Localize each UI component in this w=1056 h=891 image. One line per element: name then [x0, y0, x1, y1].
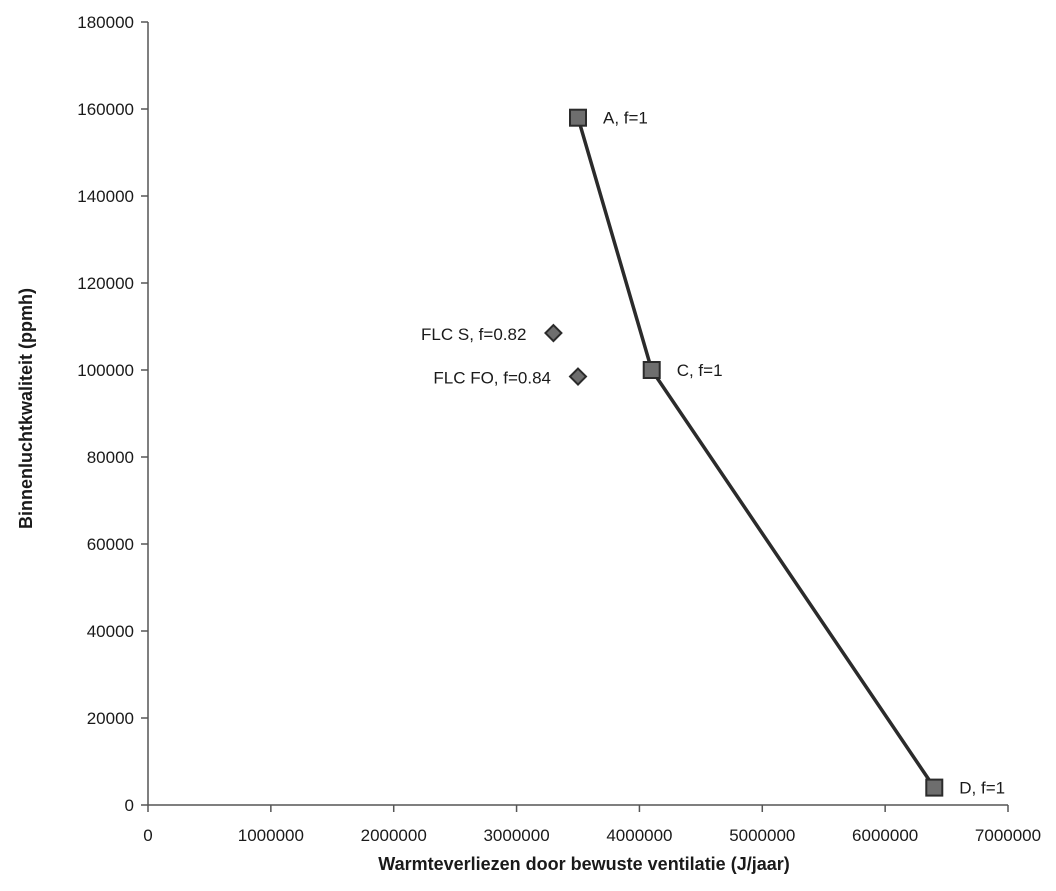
- diamond-marker: [544, 323, 563, 343]
- point-label: FLC S, f=0.82: [421, 325, 526, 344]
- axes: 0 20000 40000 60000 80000 100000 120000 140000 1…: [77, 13, 1041, 845]
- point-label: A, f=1: [603, 109, 648, 128]
- y-axis-title: Binnenluchtkwaliteit (ppmh): [16, 288, 36, 529]
- y-axis-ticks: 0 20000 40000 60000 80000 100000 120000 140000 1…: [77, 13, 148, 815]
- y-tick-label: 180000: [77, 13, 134, 32]
- diamond-marker: [568, 367, 588, 386]
- y-tick-label: 160000: [77, 100, 134, 119]
- x-tick-label: 0: [143, 826, 152, 845]
- y-tick-label: 0: [125, 796, 134, 815]
- y-tick-label: 40000: [87, 622, 134, 641]
- series-markers: [544, 108, 944, 797]
- point-label: FLC FO, f=0.84: [433, 369, 551, 388]
- y-tick-label: 100000: [77, 361, 134, 380]
- x-tick-label: 6000000: [852, 826, 918, 845]
- series-lines: [576, 117, 936, 789]
- y-tick-label: 20000: [87, 709, 134, 728]
- y-tick-label: 80000: [87, 448, 134, 467]
- x-tick-label: 5000000: [729, 826, 795, 845]
- x-axis-ticks: 0 1000000 2000000 3000000 4000000 5000000 6000…: [143, 805, 1041, 845]
- x-tick-label: 7000000: [975, 826, 1041, 845]
- x-tick-label: 2000000: [361, 826, 427, 845]
- square-marker: [642, 361, 661, 379]
- square-marker: [925, 778, 944, 797]
- point-label: D, f=1: [959, 779, 1005, 798]
- y-tick-label: 140000: [77, 187, 134, 206]
- series-line: [576, 117, 936, 789]
- x-tick-label: 4000000: [606, 826, 672, 845]
- x-tick-label: 3000000: [483, 826, 549, 845]
- point-labels: A, f=1 C, f=1 D, f=1 FLC S, f=0.82 FLC FO, f…: [421, 109, 1005, 798]
- square-marker: [569, 108, 587, 127]
- x-tick-label: 1000000: [238, 826, 304, 845]
- y-tick-label: 60000: [87, 535, 134, 554]
- point-label: C, f=1: [677, 361, 723, 380]
- x-axis-title: Warmteverliezen door bewuste ventilatie …: [378, 854, 789, 874]
- y-tick-label: 120000: [77, 274, 134, 293]
